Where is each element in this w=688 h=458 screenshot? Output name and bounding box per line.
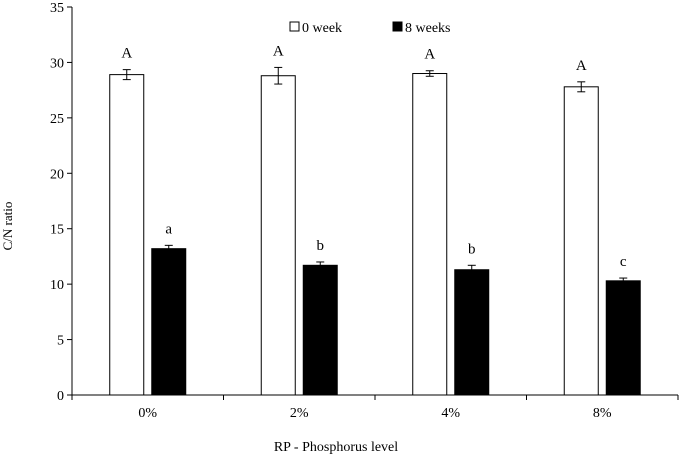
x-axis-title: RP - Phosphorus level: [274, 440, 398, 455]
legend-swatch-0-week: [289, 21, 300, 32]
bar-8-weeks-2pct: [302, 264, 338, 396]
significance-label: A: [121, 46, 132, 62]
y-tick-label: 30: [50, 56, 64, 71]
bars: A A A Aa b b c: [109, 43, 641, 396]
x-tick-label: 2%: [290, 406, 309, 421]
significance-label: A: [424, 47, 435, 63]
x-tick-label: 0%: [138, 406, 157, 421]
significance-label: b: [468, 241, 476, 257]
y-tick-label: 10: [50, 278, 64, 293]
significance-label: A: [576, 58, 587, 74]
legend: 0 week 8 weeks: [289, 21, 451, 36]
y-tick-label: 35: [50, 1, 64, 16]
x-tick-label: 8%: [593, 406, 612, 421]
bar-0-week-4pct: [412, 73, 448, 396]
y-tick-label: 5: [57, 334, 64, 349]
bar-8-weeks-8pct: [605, 280, 641, 396]
bar-0-week-2pct: [260, 75, 296, 396]
bar-0-week-0pct: [109, 74, 145, 396]
significance-label: a: [165, 221, 172, 237]
axes: 0 5 10 15 20 25 30 35 0% 2% 4% 8%: [50, 1, 679, 421]
y-tick-label: 15: [50, 223, 64, 238]
legend-swatch-8-weeks: [392, 21, 403, 32]
significance-label: b: [317, 238, 325, 254]
bar-8-weeks-0pct: [151, 248, 187, 396]
significance-label: c: [620, 254, 627, 270]
y-tick-label: 25: [50, 112, 64, 127]
y-tick-label: 20: [50, 167, 64, 182]
significance-label: A: [273, 43, 284, 59]
y-tick-label: 0: [57, 389, 64, 404]
legend-label: 8 weeks: [405, 21, 451, 36]
y-axis-title: C/N ratio: [0, 202, 15, 251]
legend-label: 0 week: [302, 21, 342, 36]
x-tick-label: 4%: [441, 406, 460, 421]
bar-8-weeks-4pct: [454, 269, 490, 396]
bar-0-week-8pct: [563, 86, 599, 396]
